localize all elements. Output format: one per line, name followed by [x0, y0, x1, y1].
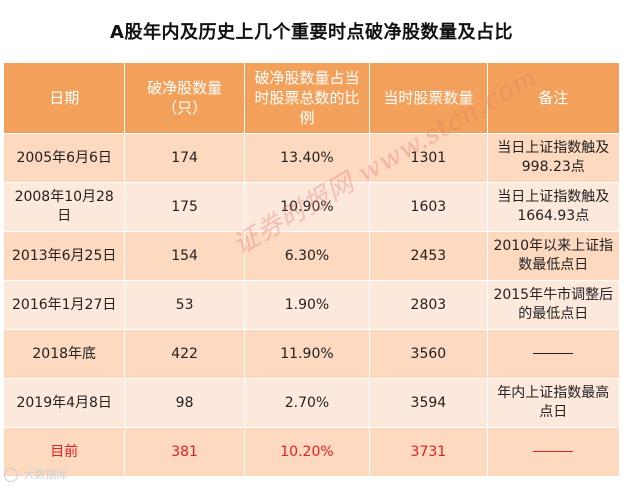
cell-ratio: 1.90%: [244, 281, 370, 329]
cell-date: 2019年4月8日: [4, 379, 125, 427]
cell-ratio: 10.90%: [244, 183, 370, 231]
cell-note: 当日上证指数触及998.23点: [487, 134, 619, 182]
header-count: 破净股数量（只）: [125, 63, 244, 133]
cell-date: 2013年6月25日: [4, 232, 125, 280]
table-row-current: 目前 381 10.20% 3731: [4, 428, 619, 476]
table-row: 2019年4月8日 98 2.70% 3594 年内上证指数最高点日: [4, 379, 619, 427]
table-row: 2013年6月25日 154 6.30% 2453 2010年以来上证指数最低点…: [4, 232, 619, 280]
cell-date: 2008年10月28日: [4, 183, 125, 231]
cell-note: 当日上证指数触及1664.93点: [487, 183, 619, 231]
page-title: A股年内及历史上几个重要时点破净股数量及占比: [110, 22, 513, 43]
cell-total: 3731: [370, 428, 487, 476]
cell-count: 381: [125, 428, 244, 476]
cell-count: 422: [125, 330, 244, 378]
header-total: 当时股票数量: [370, 63, 487, 133]
cell-note: 2010年以来上证指数最低点日: [487, 232, 619, 280]
cell-note: [487, 428, 619, 476]
cell-ratio: 13.40%: [244, 134, 370, 182]
header-ratio: 破净股数量占当时股票总数的比例: [244, 63, 370, 133]
cell-ratio: 10.20%: [244, 428, 370, 476]
cell-date: 目前: [4, 428, 125, 476]
cell-date: 2018年底: [4, 330, 125, 378]
cell-note: [487, 330, 619, 378]
cell-ratio: 6.30%: [244, 232, 370, 280]
header-note: 备注: [487, 63, 619, 133]
empty-dash: [533, 451, 574, 452]
cell-total: 1301: [370, 134, 487, 182]
cell-date: 2016年1月27日: [4, 281, 125, 329]
cell-note: 年内上证指数最高点日: [487, 379, 619, 427]
cell-total: 3560: [370, 330, 487, 378]
table-row: 2005年6月6日 174 13.40% 1301 当日上证指数触及998.23…: [4, 134, 619, 182]
breaking-net-stocks-table: 日期 破净股数量（只） 破净股数量占当时股票总数的比例 当时股票数量 备注 20…: [3, 62, 620, 477]
table-row: 2008年10月28日 175 10.90% 1603 当日上证指数触及1664…: [4, 183, 619, 231]
cell-total: 1603: [370, 183, 487, 231]
table-header-row: 日期 破净股数量（只） 破净股数量占当时股票总数的比例 当时股票数量 备注: [4, 63, 619, 133]
cell-total: 2453: [370, 232, 487, 280]
cell-count: 53: [125, 281, 244, 329]
cell-date: 2005年6月6日: [4, 134, 125, 182]
cell-count: 175: [125, 183, 244, 231]
cell-note: 2015年牛市调整后的最低点日: [487, 281, 619, 329]
cell-count: 174: [125, 134, 244, 182]
empty-dash: [533, 353, 574, 354]
header-date: 日期: [4, 63, 125, 133]
table-row: 2018年底 422 11.90% 3560: [4, 330, 619, 378]
cell-ratio: 2.70%: [244, 379, 370, 427]
cell-ratio: 11.90%: [244, 330, 370, 378]
cell-count: 98: [125, 379, 244, 427]
cell-total: 3594: [370, 379, 487, 427]
cell-total: 2803: [370, 281, 487, 329]
table-row: 2016年1月27日 53 1.90% 2803 2015年牛市调整后的最低点日: [4, 281, 619, 329]
cell-count: 154: [125, 232, 244, 280]
